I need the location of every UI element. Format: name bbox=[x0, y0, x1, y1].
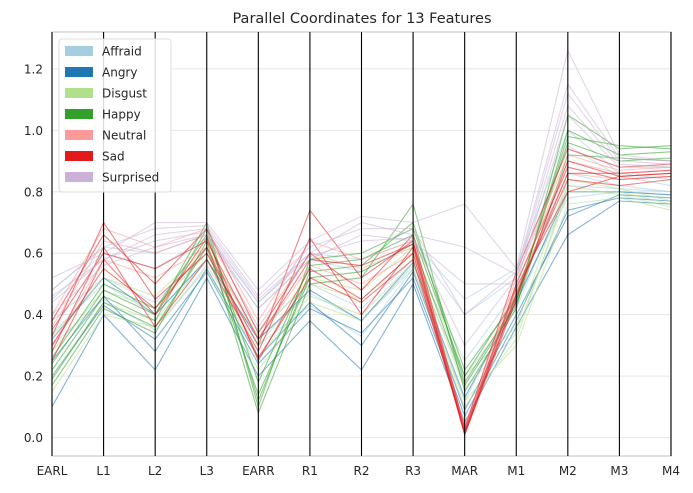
y-tick-label: 0.8 bbox=[24, 185, 43, 199]
legend-label-sad: Sad bbox=[102, 150, 125, 164]
y-tick-labels: 0.0 0.2 0.4 0.6 0.8 1.0 1.2 bbox=[24, 62, 43, 445]
x-tick-label: M3 bbox=[610, 464, 628, 478]
legend-swatch-affraid bbox=[65, 46, 93, 56]
x-tick-label: R3 bbox=[405, 464, 421, 478]
legend-label-surprised: Surprised bbox=[102, 171, 159, 185]
legend-swatch-disgust bbox=[65, 88, 93, 98]
legend-label-affraid: Affraid bbox=[102, 45, 142, 59]
x-tick-label: EARR bbox=[242, 464, 274, 478]
x-tick-label: R1 bbox=[302, 464, 318, 478]
legend-swatch-sad bbox=[65, 151, 93, 161]
x-tick-label: L2 bbox=[148, 464, 162, 478]
y-tick-label: 0.0 bbox=[24, 431, 43, 445]
y-tick-label: 1.0 bbox=[24, 124, 43, 138]
x-tick-label: M1 bbox=[507, 464, 525, 478]
y-tick-label: 0.2 bbox=[24, 370, 43, 384]
x-tick-label: R2 bbox=[354, 464, 370, 478]
x-tick-label: M4 bbox=[662, 464, 680, 478]
x-tick-label: L3 bbox=[200, 464, 214, 478]
legend-label-disgust: Disgust bbox=[102, 87, 147, 101]
x-tick-label: EARL bbox=[37, 464, 68, 478]
legend: Affraid Angry Disgust Happy Neutral Sad Surpri… bbox=[58, 38, 172, 193]
legend-label-neutral: Neutral bbox=[102, 129, 146, 143]
legend-label-angry: Angry bbox=[102, 66, 137, 80]
y-tick-label: 0.6 bbox=[24, 247, 43, 261]
x-tick-label: M2 bbox=[559, 464, 577, 478]
x-tick-label: L1 bbox=[96, 464, 110, 478]
legend-swatch-surprised bbox=[65, 172, 93, 182]
legend-swatch-angry bbox=[65, 67, 93, 77]
chart-title: Parallel Coordinates for 13 Features bbox=[232, 11, 491, 27]
x-tick-labels: EARL L1 L2 L3 EARR R1 R2 R3 MAR M1 M2 M3 M4 bbox=[37, 464, 680, 478]
y-tick-label: 1.2 bbox=[24, 62, 43, 76]
legend-swatch-happy bbox=[65, 109, 93, 119]
x-tick-label: MAR bbox=[451, 464, 478, 478]
legend-swatch-neutral bbox=[65, 130, 93, 140]
legend-label-happy: Happy bbox=[102, 108, 141, 122]
y-tick-label: 0.4 bbox=[24, 308, 43, 322]
